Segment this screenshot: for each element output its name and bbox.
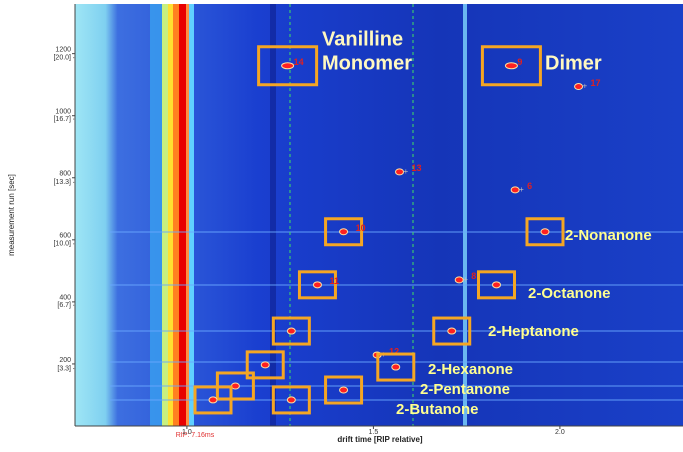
y-tick-label: 600 xyxy=(59,233,71,240)
compound-label: Monomer xyxy=(322,52,412,74)
peak xyxy=(396,169,404,175)
peak-label: 14 xyxy=(294,57,304,67)
x-tick-label: 2.0 xyxy=(555,429,565,436)
chart: measurement run [sec] drift time [RIP re… xyxy=(0,0,683,447)
peak-label: 10 xyxy=(356,223,366,233)
peak xyxy=(511,187,519,193)
x-axis-label: drift time [RIP relative] xyxy=(337,435,423,444)
peak xyxy=(282,63,294,69)
y2-tick-label: [13.3] xyxy=(53,179,71,186)
peak xyxy=(287,397,295,403)
y2-tick-label: [20.0] xyxy=(53,54,71,61)
peak xyxy=(492,282,500,288)
peak xyxy=(313,282,321,288)
compound-label: 2-Pentanone xyxy=(420,381,510,398)
peak xyxy=(231,383,239,389)
y2-tick-label: [16.7] xyxy=(53,116,71,123)
compound-label: 2-Hexanone xyxy=(428,361,513,378)
peak-label: 11 xyxy=(329,276,339,286)
peak xyxy=(209,397,217,403)
compound-label: 2-Nonanone xyxy=(565,227,652,244)
y-tick-label: 1200 xyxy=(55,46,71,53)
peak xyxy=(340,229,348,235)
peak xyxy=(541,229,549,235)
y-tick-label: 200 xyxy=(59,357,71,364)
y-tick-label: 1000 xyxy=(55,109,71,116)
peak xyxy=(448,328,456,334)
peak-label: 17 xyxy=(591,78,601,88)
y-axis-label: measurement run [sec] xyxy=(7,174,16,256)
peak-label: 13 xyxy=(412,163,422,173)
peak xyxy=(505,63,517,69)
x-tick-label: 1.0 xyxy=(182,429,192,436)
y2-tick-label: [10.0] xyxy=(53,241,71,248)
peak xyxy=(455,277,463,283)
peak xyxy=(287,328,295,334)
x-tick-label: 1.5 xyxy=(369,429,379,436)
peak-label: 9 xyxy=(517,57,522,67)
y-tick-label: 800 xyxy=(59,171,71,178)
peak xyxy=(261,362,269,368)
compound-label: Vanilline xyxy=(322,28,403,50)
compound-label: 2-Octanone xyxy=(528,285,611,302)
peak-cross: + xyxy=(404,167,409,176)
peak-label: 8 xyxy=(471,271,476,281)
peak-cross: + xyxy=(583,82,588,91)
peak-label: 6 xyxy=(527,181,532,191)
compound-label: 2-Butanone xyxy=(396,401,479,418)
compound-label: 2-Heptanone xyxy=(488,323,579,340)
y2-tick-label: [3.3] xyxy=(57,365,71,372)
peak-cross: + xyxy=(519,185,524,194)
peak xyxy=(392,364,400,370)
compound-label: Dimer xyxy=(545,52,602,74)
peak xyxy=(340,387,348,393)
peak xyxy=(575,84,583,90)
y-tick-label: 400 xyxy=(59,295,71,302)
y2-tick-label: [6.7] xyxy=(57,302,71,309)
peak-cross: + xyxy=(463,275,468,284)
